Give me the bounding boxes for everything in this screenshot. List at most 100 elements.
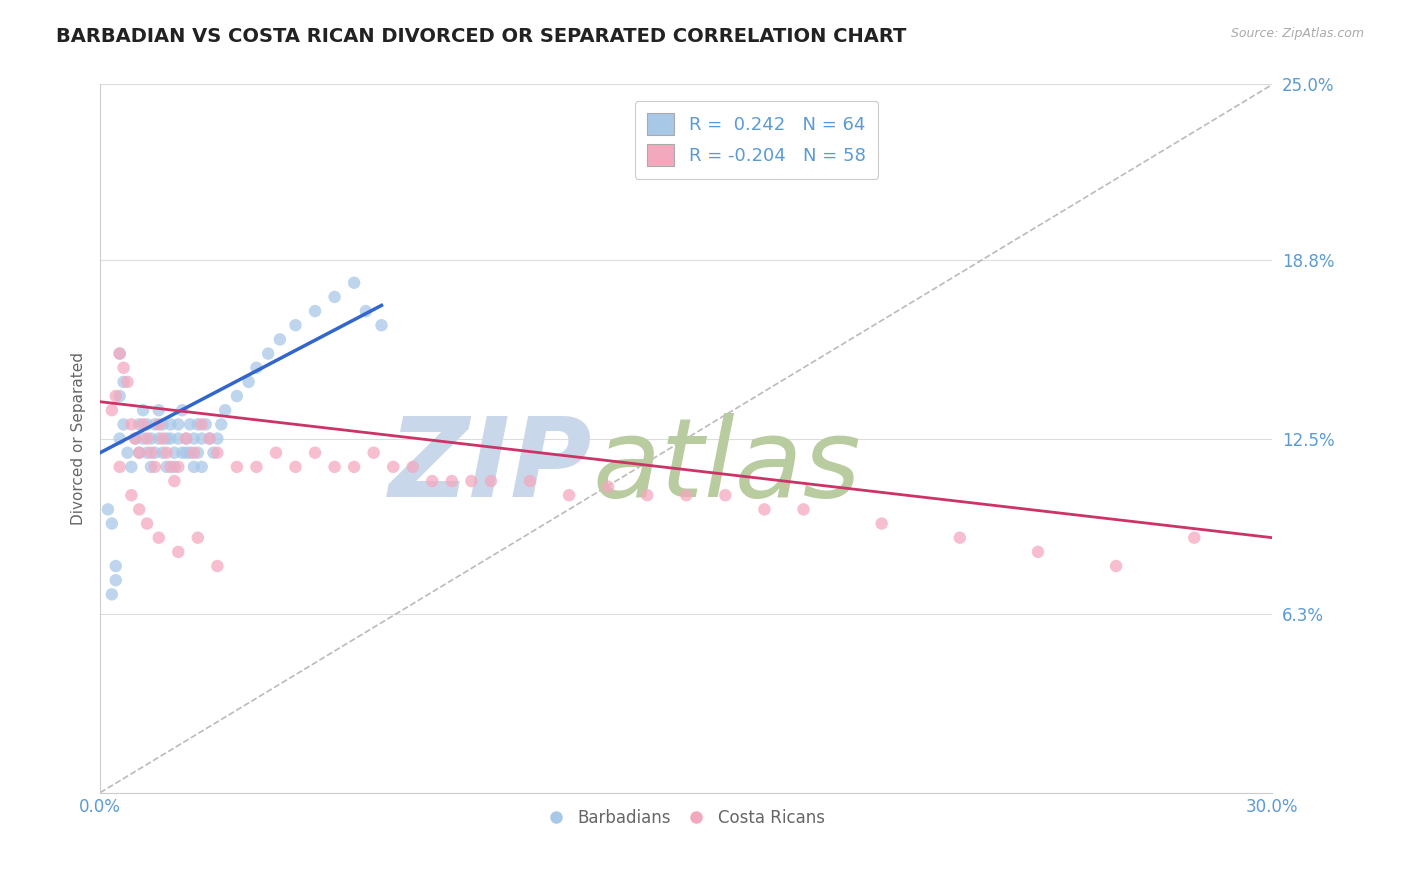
Point — [120, 417, 142, 432]
Point — [112, 417, 135, 432]
Point — [143, 459, 166, 474]
Point — [1026, 545, 1049, 559]
Point — [870, 516, 893, 531]
Point — [139, 432, 162, 446]
Point — [112, 375, 135, 389]
Point — [183, 459, 205, 474]
Point — [163, 446, 186, 460]
Text: BARBADIAN VS COSTA RICAN DIVORCED OR SEPARATED CORRELATION CHART: BARBADIAN VS COSTA RICAN DIVORCED OR SEP… — [56, 27, 907, 45]
Point — [1105, 559, 1128, 574]
Point — [420, 474, 443, 488]
Point — [198, 432, 221, 446]
Point — [198, 432, 221, 446]
Point — [117, 446, 139, 460]
Point — [172, 403, 194, 417]
Point — [117, 375, 139, 389]
Point — [120, 488, 142, 502]
Point — [245, 360, 267, 375]
Point — [194, 417, 217, 432]
Point — [598, 480, 620, 494]
Point — [284, 459, 307, 474]
Point — [187, 446, 209, 460]
Point — [209, 417, 232, 432]
Point — [167, 432, 190, 446]
Point — [323, 459, 346, 474]
Legend: Barbadians, Costa Ricans: Barbadians, Costa Ricans — [541, 803, 831, 834]
Point — [148, 417, 170, 432]
Point — [354, 304, 377, 318]
Point — [108, 346, 131, 360]
Point — [136, 417, 159, 432]
Point — [225, 389, 247, 403]
Point — [675, 488, 697, 502]
Point — [214, 403, 236, 417]
Point — [174, 432, 197, 446]
Point — [139, 446, 162, 460]
Text: atlas: atlas — [592, 413, 860, 520]
Point — [101, 516, 124, 531]
Point — [136, 446, 159, 460]
Point — [323, 290, 346, 304]
Point — [167, 417, 190, 432]
Point — [128, 446, 150, 460]
Point — [370, 318, 392, 333]
Point — [139, 459, 162, 474]
Point — [402, 459, 425, 474]
Point — [136, 432, 159, 446]
Point — [1182, 531, 1205, 545]
Point — [304, 446, 326, 460]
Point — [257, 346, 280, 360]
Point — [190, 432, 212, 446]
Point — [104, 559, 127, 574]
Point — [124, 432, 146, 446]
Point — [440, 474, 463, 488]
Point — [101, 403, 124, 417]
Point — [636, 488, 658, 502]
Text: Source: ZipAtlas.com: Source: ZipAtlas.com — [1230, 27, 1364, 40]
Point — [148, 403, 170, 417]
Point — [207, 559, 229, 574]
Point — [183, 446, 205, 460]
Point — [136, 516, 159, 531]
Point — [179, 446, 201, 460]
Point — [104, 573, 127, 587]
Point — [207, 432, 229, 446]
Point — [128, 502, 150, 516]
Point — [120, 459, 142, 474]
Point — [363, 446, 385, 460]
Point — [148, 531, 170, 545]
Point — [152, 417, 174, 432]
Point — [183, 432, 205, 446]
Point — [159, 459, 181, 474]
Y-axis label: Divorced or Separated: Divorced or Separated — [72, 352, 86, 525]
Point — [108, 459, 131, 474]
Point — [143, 417, 166, 432]
Point — [172, 446, 194, 460]
Point — [343, 459, 366, 474]
Point — [382, 459, 405, 474]
Point — [97, 502, 120, 516]
Point — [132, 417, 155, 432]
Point — [269, 332, 291, 346]
Point — [792, 502, 814, 516]
Point — [124, 432, 146, 446]
Text: ZIP: ZIP — [389, 413, 592, 520]
Point — [225, 459, 247, 474]
Point — [159, 432, 181, 446]
Point — [460, 474, 482, 488]
Point — [238, 375, 260, 389]
Point — [187, 417, 209, 432]
Point — [167, 459, 190, 474]
Point — [754, 502, 776, 516]
Point — [343, 276, 366, 290]
Point — [108, 432, 131, 446]
Point — [112, 360, 135, 375]
Point — [190, 459, 212, 474]
Point — [558, 488, 581, 502]
Point — [148, 432, 170, 446]
Point — [714, 488, 737, 502]
Point — [155, 459, 177, 474]
Point — [143, 446, 166, 460]
Point — [190, 417, 212, 432]
Point — [187, 531, 209, 545]
